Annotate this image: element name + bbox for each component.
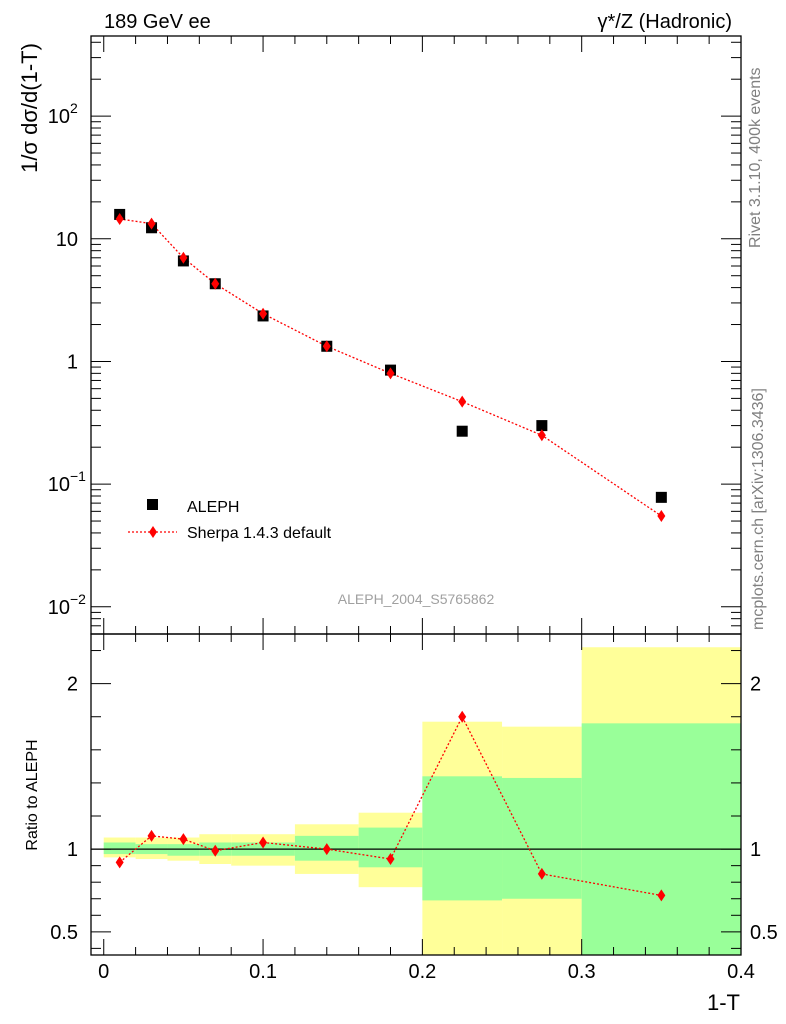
main-y-tick-exponent: 2 — [70, 100, 78, 116]
ratio-data-point — [259, 836, 268, 849]
ratio-data-point — [211, 844, 220, 857]
ratio-data-point — [179, 833, 188, 846]
ratio-band-green-2 — [167, 844, 200, 856]
ratio-y-tick-label: 1 — [67, 839, 78, 861]
sherpa-data-point — [657, 509, 666, 522]
ratio-series-line — [119, 715, 662, 897]
main-y-tick-label: 10 — [56, 229, 78, 251]
sherpa-data-point — [322, 340, 331, 353]
ratio-band-green-7 — [422, 776, 503, 901]
main-y-tick-label: 10 — [48, 106, 70, 128]
ratio-y-axis-label: Ratio to ALEPH — [24, 739, 41, 850]
ratio-y-tick-label-right: 0.5 — [750, 922, 778, 944]
sherpa-data-point — [211, 277, 220, 290]
ratio-data-point — [115, 856, 124, 869]
ratio-band-green-0 — [103, 842, 136, 855]
x-tick-label: 0.2 — [408, 961, 436, 983]
sherpa-data-point — [179, 251, 188, 264]
ratio-uncertainty-bands — [103, 647, 741, 955]
legend-marker-sherpa — [149, 526, 157, 538]
ratio-data-point — [458, 710, 467, 723]
ratio-y-tick-label: 0.5 — [50, 922, 78, 944]
ratio-data-point — [537, 867, 546, 880]
main-y-tick-exponent: −1 — [70, 468, 86, 484]
ratio-y-tick-label-right: 1 — [750, 839, 761, 861]
header-right-label: γ*/Z (Hadronic) — [598, 11, 732, 33]
aleph-data-point — [655, 491, 667, 503]
x-tick-label: 0.1 — [249, 961, 277, 983]
analysis-watermark: ALEPH_2004_S5765862 — [338, 591, 495, 607]
main-y-tick-label: 10 — [48, 597, 70, 619]
sherpa-data-point — [537, 429, 546, 442]
ratio-panel-frame — [90, 633, 742, 956]
main-y-tick-exponent: −2 — [70, 591, 86, 607]
sherpa-data-point — [115, 212, 124, 225]
ratio-series-layer — [115, 710, 666, 902]
sherpa-data-point — [458, 395, 467, 408]
legend: ALEPH Sherpa 1.4.3 default — [128, 499, 332, 542]
ratio-data-point — [147, 829, 156, 842]
legend-label-aleph: ALEPH — [187, 499, 239, 516]
ratio-data-point — [657, 889, 666, 902]
main-y-tick-label: 1 — [67, 351, 78, 373]
sherpa-data-point — [259, 307, 268, 320]
ratio-data-point — [322, 843, 331, 856]
ratio-y-tick-label-right: 2 — [750, 674, 761, 696]
legend-label-sherpa: Sherpa 1.4.3 default — [187, 525, 332, 542]
x-axis-label: 1-T — [707, 990, 740, 1015]
side-lower-label: mcplots.cern.ch [arXiv:1306.3436] — [750, 388, 767, 630]
sherpa-data-point — [147, 217, 156, 230]
ratio-data-point — [386, 853, 395, 866]
ratio-y-tick-label: 2 — [67, 674, 78, 696]
header-left-label: 189 GeV ee — [104, 11, 211, 33]
x-tick-label: 0 — [98, 961, 109, 983]
main-panel-frame — [90, 35, 742, 635]
side-upper-label: Rivet 3.1.10, 400k events — [747, 67, 764, 248]
main-y-axis-label: 1/σ dσ/d(1-T) — [17, 43, 42, 173]
ratio-band-green-8 — [502, 777, 582, 899]
main-series-line — [119, 218, 662, 517]
plot-frames — [90, 35, 742, 956]
aleph-data-point — [536, 420, 548, 432]
main-series-layer — [114, 208, 667, 522]
main-y-tick-label: 10 — [48, 474, 70, 496]
aleph-data-point — [456, 425, 468, 437]
ratio-band-green-9 — [581, 723, 741, 955]
x-tick-label: 0.3 — [568, 961, 596, 983]
ratio-axis-ticks: 0 0.1 0.2 0.3 0.4 0.5 0.5 1 1 2 2 — [50, 634, 778, 983]
x-tick-label: 0.4 — [727, 961, 755, 983]
sherpa-data-point — [386, 367, 395, 380]
legend-marker-aleph — [147, 499, 158, 510]
